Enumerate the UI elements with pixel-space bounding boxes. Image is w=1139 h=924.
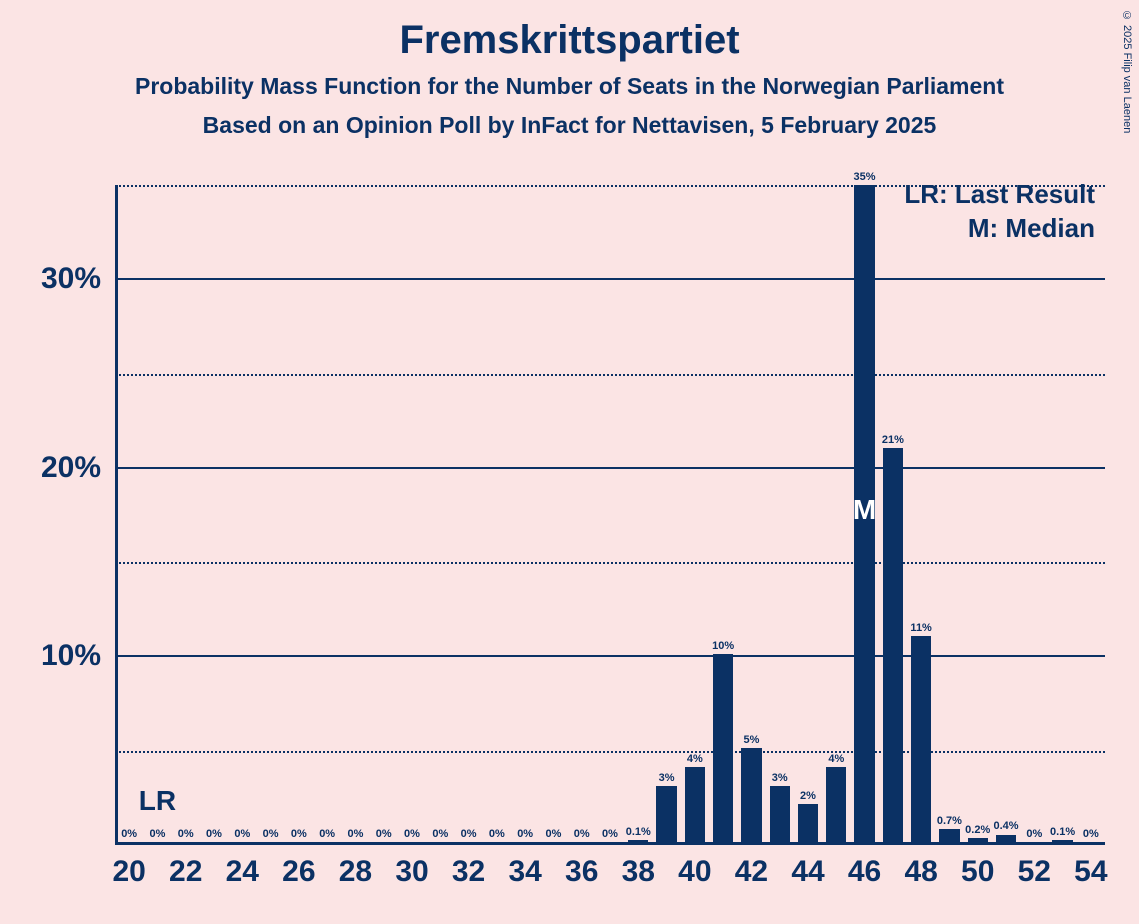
x-axis-label: 22 <box>169 855 202 889</box>
bar <box>741 748 761 842</box>
bar-value-label: 0.1% <box>1050 826 1075 838</box>
bar-value-label: 0% <box>291 828 307 840</box>
chart-subtitle-1: Probability Mass Function for the Number… <box>0 73 1139 100</box>
bar <box>798 804 818 842</box>
bar-value-label: 0.2% <box>965 824 990 836</box>
x-axis <box>115 842 1105 845</box>
median-mark: M <box>853 494 876 526</box>
y-axis <box>115 185 118 845</box>
bar-value-label: 0% <box>178 828 194 840</box>
bar-value-label: 0% <box>404 828 420 840</box>
x-axis-label: 20 <box>112 855 145 889</box>
gridline-minor <box>115 374 1105 376</box>
bar-value-label: 0% <box>376 828 392 840</box>
pmf-bar-chart: LR: Last Result M: Median 10%20%30%0%0%0… <box>115 185 1105 845</box>
gridline-minor <box>115 751 1105 753</box>
bar-value-label: 4% <box>828 753 844 765</box>
bar-value-label: 0% <box>234 828 250 840</box>
bar-value-label: 21% <box>882 434 904 446</box>
bar <box>883 448 903 842</box>
last-result-mark: LR <box>139 785 176 817</box>
bar <box>996 835 1016 843</box>
bar <box>770 786 790 842</box>
x-axis-label: 40 <box>678 855 711 889</box>
y-axis-label: 30% <box>41 262 101 296</box>
bar <box>1052 840 1072 842</box>
bar <box>713 654 733 842</box>
gridline-major <box>115 655 1105 657</box>
bar-value-label: 0% <box>574 828 590 840</box>
bar-value-label: 5% <box>743 734 759 746</box>
x-axis-label: 28 <box>339 855 372 889</box>
x-axis-label: 30 <box>395 855 428 889</box>
bar <box>911 636 931 842</box>
bar-value-label: 0% <box>263 828 279 840</box>
x-axis-label: 38 <box>622 855 655 889</box>
bar-value-label: 0% <box>602 828 618 840</box>
x-axis-label: 46 <box>848 855 881 889</box>
bar-value-label: 0% <box>206 828 222 840</box>
bar-value-label: 0% <box>1083 828 1099 840</box>
gridline-minor <box>115 185 1105 187</box>
x-axis-label: 54 <box>1074 855 1107 889</box>
x-axis-label: 26 <box>282 855 315 889</box>
x-axis-label: 34 <box>508 855 541 889</box>
bar-value-label: 0% <box>121 828 137 840</box>
bar-value-label: 35% <box>854 171 876 183</box>
x-axis-label: 48 <box>904 855 937 889</box>
legend-median: M: Median <box>968 213 1095 244</box>
bar-value-label: 3% <box>659 772 675 784</box>
x-axis-label: 52 <box>1018 855 1051 889</box>
bar <box>968 838 988 842</box>
bar-value-label: 3% <box>772 772 788 784</box>
legend-last-result: LR: Last Result <box>904 179 1095 210</box>
gridline-major <box>115 278 1105 280</box>
bar-value-label: 0% <box>432 828 448 840</box>
gridline-minor <box>115 562 1105 564</box>
bar-value-label: 0% <box>149 828 165 840</box>
bar-value-label: 10% <box>712 640 734 652</box>
bar-value-label: 0% <box>319 828 335 840</box>
chart-subtitle-2: Based on an Opinion Poll by InFact for N… <box>0 112 1139 139</box>
bar <box>656 786 676 842</box>
bar-value-label: 2% <box>800 790 816 802</box>
bar-value-label: 0% <box>489 828 505 840</box>
bar-value-label: 0% <box>1026 828 1042 840</box>
x-axis-label: 44 <box>791 855 824 889</box>
bar-value-label: 11% <box>910 622 931 634</box>
bar <box>939 829 959 842</box>
x-axis-label: 50 <box>961 855 994 889</box>
bar-value-label: 0.7% <box>937 815 962 827</box>
bar <box>628 840 648 842</box>
bar-value-label: 0.1% <box>626 826 651 838</box>
y-axis-label: 20% <box>41 451 101 485</box>
x-axis-label: 42 <box>735 855 768 889</box>
bar-value-label: 4% <box>687 753 703 765</box>
bar <box>685 767 705 842</box>
bar-value-label: 0.4% <box>993 820 1018 832</box>
bar <box>826 767 846 842</box>
copyright-text: © 2025 Filip van Laenen <box>1121 10 1133 133</box>
bar-value-label: 0% <box>545 828 561 840</box>
x-axis-label: 24 <box>226 855 259 889</box>
y-axis-label: 10% <box>41 639 101 673</box>
bar-value-label: 0% <box>347 828 363 840</box>
x-axis-label: 32 <box>452 855 485 889</box>
gridline-major <box>115 467 1105 469</box>
bar-value-label: 0% <box>517 828 533 840</box>
chart-title: Fremskrittspartiet <box>0 0 1139 63</box>
bar-value-label: 0% <box>461 828 477 840</box>
x-axis-label: 36 <box>565 855 598 889</box>
